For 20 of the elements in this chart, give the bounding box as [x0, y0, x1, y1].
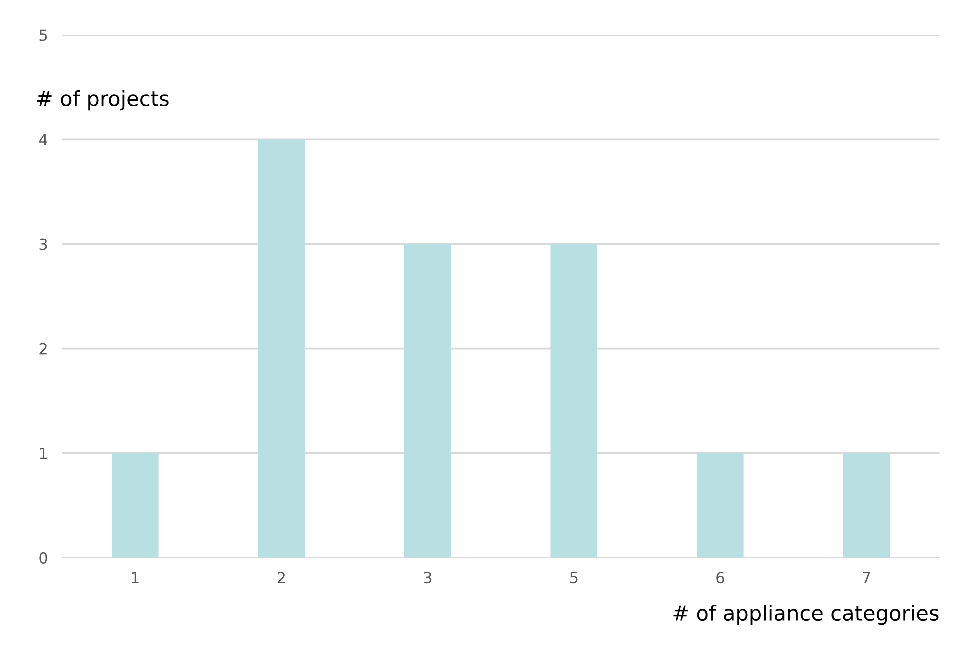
y-tick-label: 3 [40, 238, 48, 250]
x-tick-label: 2 [278, 572, 285, 584]
y-tick-label: 2 [40, 343, 47, 355]
x-axis-title: # of appliance categories [674, 604, 939, 626]
bar [843, 453, 890, 558]
y-tick-label: 5 [40, 30, 48, 42]
bar [697, 453, 744, 558]
x-tick-label: 1 [132, 572, 139, 584]
y-tick-label: 0 [40, 552, 48, 564]
x-tick-label: 6 [716, 572, 724, 584]
x-tick-label: 3 [424, 572, 432, 584]
y-tick-label: 1 [40, 448, 47, 460]
y-tick-label: 4 [39, 134, 48, 146]
x-tick-label: 7 [863, 572, 870, 584]
x-tick-label: 5 [570, 572, 578, 584]
bar [404, 244, 452, 558]
bar [258, 140, 306, 558]
bar [550, 244, 598, 558]
y-axis-title: # of projects [38, 90, 169, 111]
bar [112, 453, 159, 558]
